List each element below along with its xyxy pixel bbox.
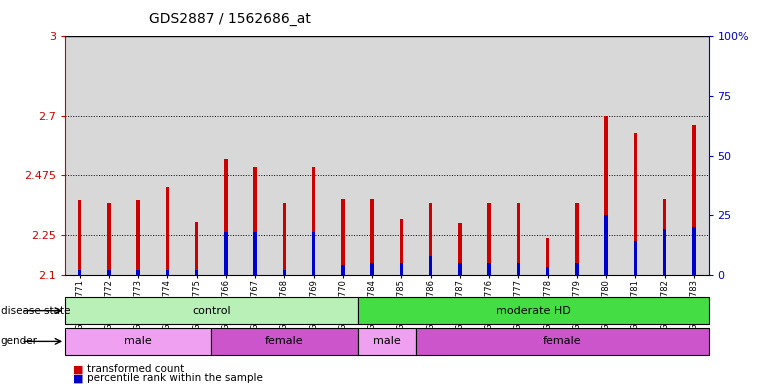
Bar — [429, 203, 433, 275]
Bar — [692, 125, 696, 275]
Bar — [663, 199, 666, 275]
Bar — [533, 36, 562, 275]
Text: gender: gender — [1, 336, 38, 346]
Bar — [241, 36, 270, 275]
Text: disease state: disease state — [1, 306, 70, 316]
Bar — [416, 328, 709, 355]
Bar — [504, 36, 533, 275]
Bar — [283, 203, 286, 275]
Bar — [270, 36, 299, 275]
Text: female: female — [265, 336, 304, 346]
Text: male: male — [373, 336, 401, 346]
Bar — [546, 267, 549, 275]
Bar — [78, 270, 81, 275]
Text: ■: ■ — [73, 364, 83, 374]
Text: transformed count: transformed count — [87, 364, 184, 374]
Bar — [182, 36, 211, 275]
Bar — [136, 200, 140, 275]
Bar — [458, 223, 462, 275]
Bar — [358, 328, 416, 355]
Bar — [429, 255, 433, 275]
Bar — [123, 36, 153, 275]
Bar — [107, 203, 111, 275]
Bar — [458, 263, 462, 275]
Bar — [254, 167, 257, 275]
Bar — [387, 36, 416, 275]
Bar — [371, 199, 374, 275]
Bar — [312, 232, 316, 275]
Bar — [312, 167, 316, 275]
Bar — [165, 187, 169, 275]
Bar — [591, 36, 620, 275]
Bar — [604, 116, 608, 275]
Bar — [254, 232, 257, 275]
Bar — [136, 270, 140, 275]
Bar — [195, 270, 198, 275]
Bar — [562, 36, 591, 275]
Text: female: female — [543, 336, 581, 346]
Bar — [65, 297, 358, 324]
Bar — [517, 203, 520, 275]
Bar — [692, 227, 696, 275]
Bar — [400, 263, 403, 275]
Bar — [633, 241, 637, 275]
Bar — [358, 36, 387, 275]
Bar — [94, 36, 123, 275]
Bar — [575, 263, 578, 275]
Bar — [165, 270, 169, 275]
Bar — [78, 200, 81, 275]
Bar — [445, 36, 475, 275]
Bar — [620, 36, 650, 275]
Bar — [663, 229, 666, 275]
Bar — [679, 36, 709, 275]
Bar — [633, 133, 637, 275]
Text: percentile rank within the sample: percentile rank within the sample — [87, 373, 263, 383]
Text: ■: ■ — [73, 373, 83, 383]
Bar — [341, 265, 345, 275]
Bar — [546, 238, 549, 275]
Bar — [487, 203, 491, 275]
Bar — [517, 263, 520, 275]
Bar — [400, 219, 403, 275]
Bar — [329, 36, 358, 275]
Bar — [65, 36, 94, 275]
Bar — [153, 36, 182, 275]
Text: control: control — [192, 306, 231, 316]
Bar — [650, 36, 679, 275]
Bar — [224, 159, 228, 275]
Text: moderate HD: moderate HD — [496, 306, 571, 316]
Bar — [211, 328, 358, 355]
Bar — [575, 203, 578, 275]
Bar — [283, 270, 286, 275]
Bar — [65, 328, 211, 355]
Bar — [224, 232, 228, 275]
Bar — [416, 36, 445, 275]
Bar — [107, 270, 111, 275]
Bar — [487, 263, 491, 275]
Bar — [371, 263, 374, 275]
Bar — [211, 36, 241, 275]
Bar — [195, 222, 198, 275]
Bar — [475, 36, 504, 275]
Bar — [299, 36, 329, 275]
Bar — [358, 297, 709, 324]
Bar — [341, 199, 345, 275]
Text: GDS2887 / 1562686_at: GDS2887 / 1562686_at — [149, 12, 311, 25]
Bar — [604, 215, 608, 275]
Text: male: male — [124, 336, 152, 346]
